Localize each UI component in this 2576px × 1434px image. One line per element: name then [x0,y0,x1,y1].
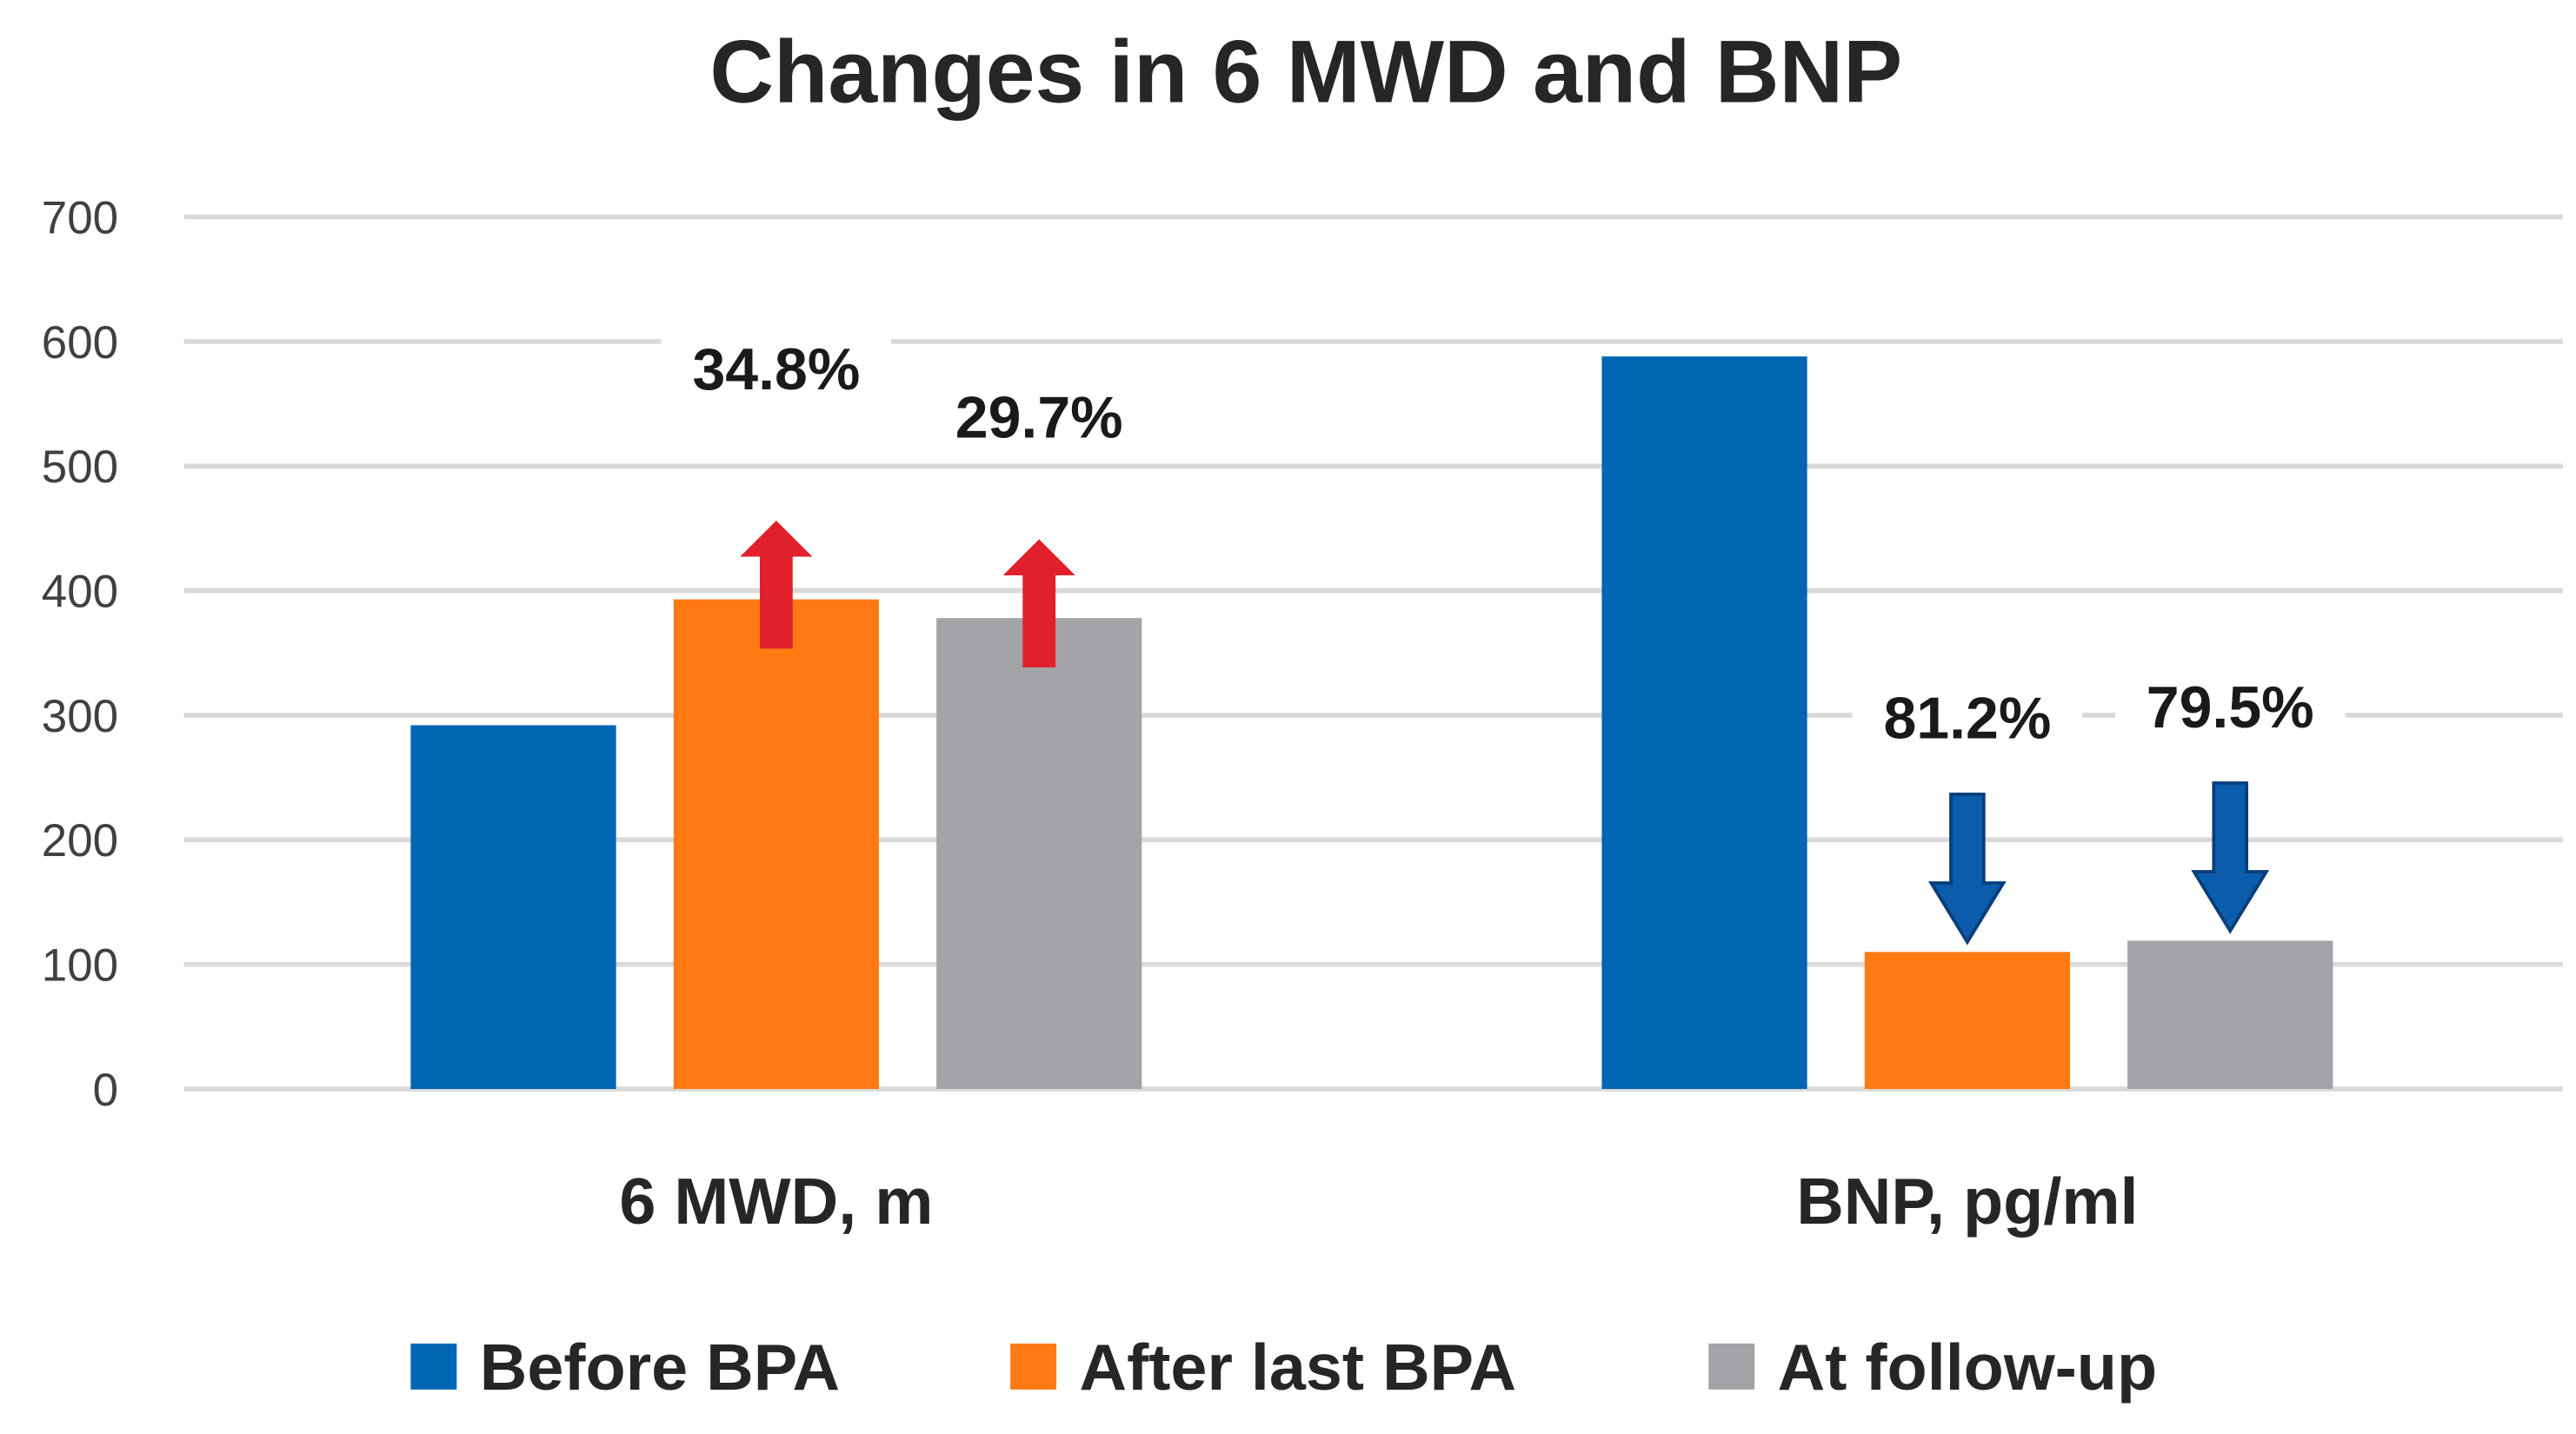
bars [410,356,2333,1090]
annotation-label: 34.8% [692,336,860,402]
bar [1864,952,2070,1090]
bar [410,725,616,1090]
bar [1601,356,1807,1090]
annotation-bg [2114,667,2346,751]
annotation-bg [661,329,892,413]
legend-label: At follow-up [1778,1331,2158,1404]
annotation-label: 29.7% [955,384,1123,450]
y-tick-label: 500 [42,441,118,493]
y-tick-label: 0 [93,1065,118,1116]
legend: Before BPA After last BPA At follow-up [410,1331,2157,1404]
y-tick-label: 200 [42,815,118,866]
category-label: BNP, pg/ml [1796,1165,2138,1238]
annotations: 34.8% 29.7% 81.2% 79.5% [661,329,2346,946]
annotation-label: 79.5% [2147,674,2314,740]
y-tick-label: 400 [42,567,118,618]
y-tick-label: 100 [42,940,118,992]
category-label: 6 MWD, m [619,1165,933,1238]
annotation-bg [1852,679,2083,762]
bar [673,599,879,1090]
legend-swatch [410,1343,457,1390]
legend-swatch [1010,1343,1057,1390]
legend-label: Before BPA [480,1331,840,1404]
arrow-up-icon [740,520,813,649]
annotation-label: 81.2% [1883,686,2051,752]
arrow-down-icon [2191,781,2270,934]
x-axis: 6 MWD, m BNP, pg/ml [619,1165,2138,1238]
y-tick-label: 600 [42,317,118,368]
arrow-down-icon [1927,793,2007,946]
legend-label: After last BPA [1080,1331,1517,1404]
y-tick-label: 700 [42,192,118,243]
y-axis: 0 100 200 300 400 500 600 700 [42,192,118,1115]
arrow-up-icon [1002,539,1075,667]
annotation-bg [923,378,1155,461]
bar [2127,940,2333,1090]
y-tick-label: 300 [42,691,118,742]
legend-swatch [1708,1343,1755,1390]
chart-title: Changes in 6 MWD and BNP [709,22,1902,121]
bar [936,618,1142,1090]
